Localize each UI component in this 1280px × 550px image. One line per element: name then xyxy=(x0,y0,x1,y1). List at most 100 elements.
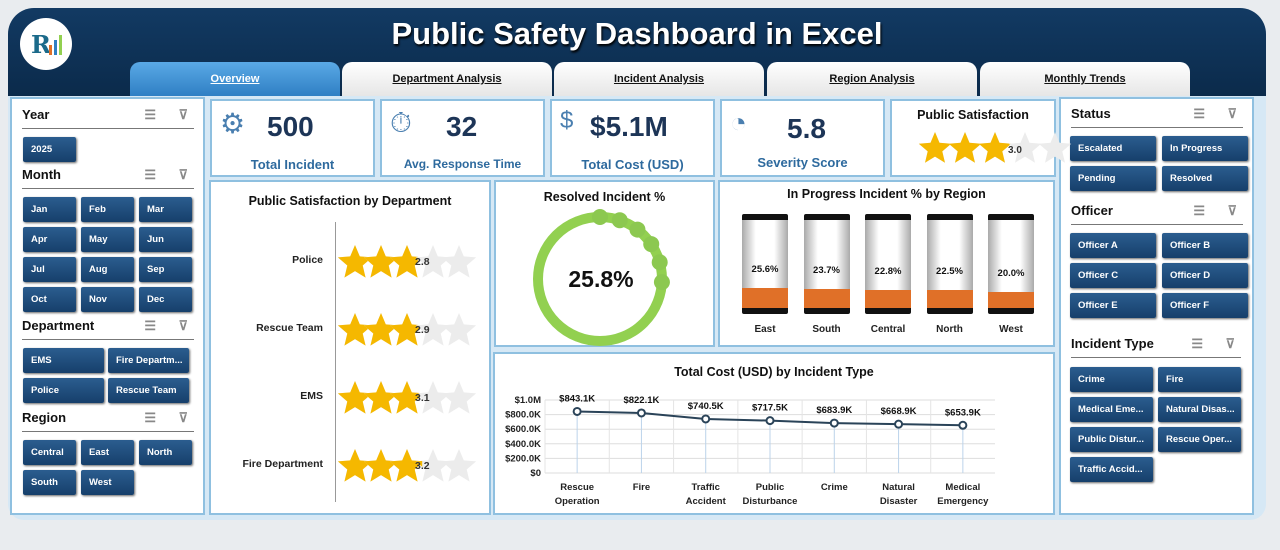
tab-monthly-trends[interactable]: Monthly Trends xyxy=(980,62,1190,96)
category-label: Fire Department xyxy=(242,458,323,470)
slicer-button-medical-eme[interactable]: Medical Eme... xyxy=(1070,397,1153,422)
slicer-button-jun[interactable]: Jun xyxy=(139,227,192,252)
slicer-button-in-progress[interactable]: In Progress xyxy=(1162,136,1248,161)
slicer-button-oct[interactable]: Oct xyxy=(23,287,76,312)
slicer-button-sep[interactable]: Sep xyxy=(139,257,192,282)
kpi-value: 5.8 xyxy=(787,113,826,144)
donut-progress-bead xyxy=(653,274,670,291)
slicer-button-officer-e[interactable]: Officer E xyxy=(1070,293,1156,318)
multi-select-icon[interactable]: ☰ xyxy=(144,107,156,122)
tube-east xyxy=(742,214,788,314)
slicer-button-ems[interactable]: EMS xyxy=(23,348,104,373)
slicer-button-police[interactable]: Police xyxy=(23,378,104,403)
donut-progress-bead xyxy=(611,212,628,229)
slicer-button-officer-b[interactable]: Officer B xyxy=(1162,233,1248,258)
slicer-button-feb[interactable]: Feb xyxy=(81,197,134,222)
data-point xyxy=(829,418,839,428)
slicer-button-rescue-oper[interactable]: Rescue Oper... xyxy=(1158,427,1241,452)
slicer-button-nov[interactable]: Nov xyxy=(81,287,134,312)
slicer-button-fire-departm[interactable]: Fire Departm... xyxy=(108,348,189,373)
x-tick-label: Crime xyxy=(821,482,848,493)
slicer-button-north[interactable]: North xyxy=(139,440,192,465)
slicer-button-public-distur[interactable]: Public Distur... xyxy=(1070,427,1153,452)
slicer-button-traffic-accid[interactable]: Traffic Accid... xyxy=(1070,457,1153,482)
slicer-button-aug[interactable]: Aug xyxy=(81,257,134,282)
slicer-button-2025[interactable]: 2025 xyxy=(23,137,76,162)
slicer-button-mar[interactable]: Mar xyxy=(139,197,192,222)
tube-fill xyxy=(742,287,788,308)
clear-filter-icon[interactable]: ⊽ xyxy=(178,410,188,425)
multi-select-icon[interactable]: ☰ xyxy=(1191,336,1203,351)
slicer-button-crime[interactable]: Crime xyxy=(1070,367,1153,392)
multi-select-icon[interactable]: ☰ xyxy=(144,167,156,182)
slicer-button-may[interactable]: May xyxy=(81,227,134,252)
star-fill-icon xyxy=(363,449,399,482)
category-label: Central xyxy=(870,324,906,335)
clear-filter-icon[interactable]: ⊽ xyxy=(1225,336,1235,351)
data-label: 2.8 xyxy=(415,256,430,268)
clear-filter-icon[interactable]: ⊽ xyxy=(178,318,188,333)
logo-mark: R xyxy=(31,30,62,59)
kpi-avg-response-time: ⏱ 32 Avg. Response Time xyxy=(380,99,545,177)
data-label: 23.7% xyxy=(813,265,840,277)
slicer-button-fire[interactable]: Fire xyxy=(1158,367,1241,392)
clear-filter-icon[interactable]: ⊽ xyxy=(178,167,188,182)
star-fill-icon xyxy=(363,381,399,414)
slicer-button-rescue-team[interactable]: Rescue Team xyxy=(108,378,189,403)
star-icon xyxy=(415,381,451,414)
slicer-button-pending[interactable]: Pending xyxy=(1070,166,1156,191)
kpi-total-incident: ⚙ 500 Total Incident xyxy=(210,99,375,177)
slicer-button-jul[interactable]: Jul xyxy=(23,257,76,282)
x-tick-label: Operation xyxy=(555,496,600,507)
donut-progress-bead xyxy=(651,254,668,271)
cost-by-incident-chart: Total Cost (USD) by Incident Type $0 $200… xyxy=(493,352,1055,515)
kpi-label: Total Cost (USD) xyxy=(581,157,684,172)
region-progress-chart: In Progress Incident % by Region 25.6% Ea… xyxy=(718,180,1055,347)
x-tick-label: Rescue xyxy=(560,482,594,493)
slicer-button-south[interactable]: South xyxy=(23,470,76,495)
slicer-button-natural-disas[interactable]: Natural Disas... xyxy=(1158,397,1241,422)
slicer-button-escalated[interactable]: Escalated xyxy=(1070,136,1156,161)
slicer-button-east[interactable]: East xyxy=(81,440,134,465)
tab-incident-analysis[interactable]: Incident Analysis xyxy=(554,62,764,96)
tab-department-analysis[interactable]: Department Analysis xyxy=(342,62,552,96)
slicer-button-dec[interactable]: Dec xyxy=(139,287,192,312)
star-fill-icon xyxy=(337,381,373,414)
clear-filter-icon[interactable]: ⊽ xyxy=(178,107,188,122)
tab-region-analysis[interactable]: Region Analysis xyxy=(767,62,977,96)
data-label: 22.5% xyxy=(936,266,963,277)
slicer-button-officer-d[interactable]: Officer D xyxy=(1162,263,1248,288)
slicer-title: Incident Type xyxy=(1071,336,1154,351)
right-slicer-panel: Status ☰ ⊽ Escalated In Progress Pending Resol… xyxy=(1059,97,1254,515)
slicer-button-officer-a[interactable]: Officer A xyxy=(1070,233,1156,258)
clear-filter-icon[interactable]: ⊽ xyxy=(1227,106,1237,121)
slicer-button-officer-f[interactable]: Officer F xyxy=(1162,293,1248,318)
x-tick-label: Fire xyxy=(633,482,650,493)
category-label: West xyxy=(999,324,1023,335)
x-tick-label: Natural xyxy=(882,482,915,493)
clear-filter-icon[interactable]: ⊽ xyxy=(1227,203,1237,218)
y-tick-label: $400.0K xyxy=(505,439,541,450)
slicer-button-officer-c[interactable]: Officer C xyxy=(1070,263,1156,288)
slicer-button-jan[interactable]: Jan xyxy=(23,197,76,222)
star-icon xyxy=(441,245,477,278)
data-label: $717.5K xyxy=(752,403,788,414)
multi-select-icon[interactable]: ☰ xyxy=(144,410,156,425)
x-tick-label: Accident xyxy=(686,496,727,507)
multi-select-icon[interactable]: ☰ xyxy=(144,318,156,333)
slicer-button-west[interactable]: West xyxy=(81,470,134,495)
kpi-value: 500 xyxy=(267,111,314,142)
slicer-button-apr[interactable]: Apr xyxy=(23,227,76,252)
multi-select-icon[interactable]: ☰ xyxy=(1193,106,1205,121)
star-fill-icon xyxy=(363,245,399,278)
multi-select-icon[interactable]: ☰ xyxy=(1193,203,1205,218)
slicer-button-resolved[interactable]: Resolved xyxy=(1162,166,1248,191)
star-fill-icon xyxy=(415,393,419,396)
donut-progress-bead xyxy=(643,236,660,253)
slicer-header-month: Month ☰ ⊽ xyxy=(22,167,194,189)
star-icon xyxy=(1008,132,1042,163)
slicer-header-incident-type: Incident Type ☰ ⊽ xyxy=(1071,336,1241,358)
tab-overview[interactable]: Overview xyxy=(130,62,340,96)
slicer-button-central[interactable]: Central xyxy=(23,440,76,465)
y-tick-label: $1.0M xyxy=(515,395,541,406)
